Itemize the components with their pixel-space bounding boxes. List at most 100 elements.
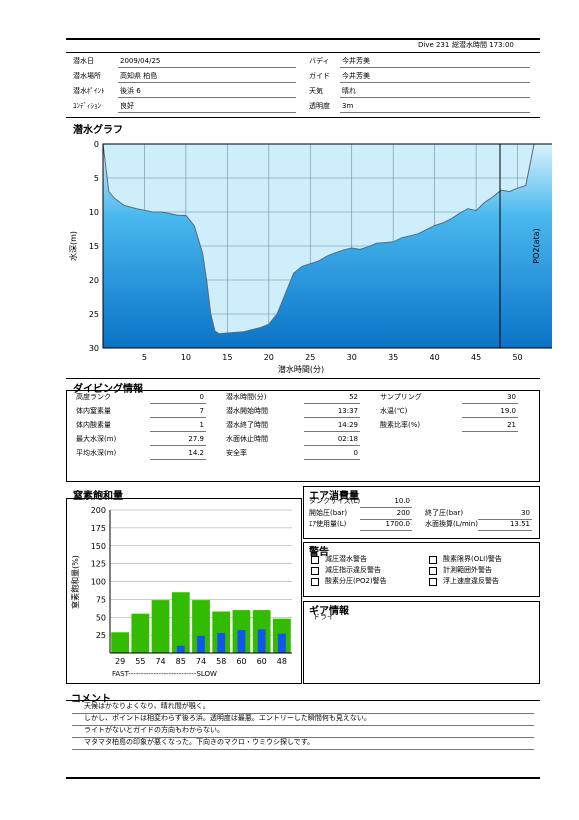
condition-label: ｺﾝﾃﾞｨｼｮﾝ <box>73 102 101 110</box>
diving-value: 30 <box>507 393 516 401</box>
x-tick-label: 10 <box>181 353 191 362</box>
depth-area-series <box>102 143 552 349</box>
warning-label: 減圧潜水警告 <box>325 555 367 563</box>
comment-title: コメント <box>71 694 111 705</box>
diving-info-title: ダイビング情報 <box>73 384 143 395</box>
surface-rate-label: 水面換算(L/min) <box>425 520 478 528</box>
diving-value: 0 <box>199 393 204 401</box>
diving-value: 14:29 <box>337 421 358 429</box>
warnings-title: 警告 <box>309 547 329 558</box>
date-label: 潜水日 <box>73 57 94 65</box>
nitrogen-title: 窒素飽和量 <box>73 491 123 502</box>
warning-checkbox[interactable] <box>311 556 319 564</box>
x-tick-label: 35 <box>388 353 398 362</box>
tank-label: タンクサイズ(L) <box>309 497 361 505</box>
x-tick-label: 40 <box>430 353 440 362</box>
y-axis-label: 水深(m) <box>68 231 78 261</box>
dive-graph-title: 潜水グラフ <box>73 125 123 136</box>
n2-y-tick-label: 175 <box>91 524 106 533</box>
comment-line: ライトがないとガイドの方向もわからない。 <box>84 726 224 734</box>
n2-bar-inner <box>176 645 185 653</box>
diving-value: 1 <box>199 421 204 429</box>
weather-label: 天気 <box>309 87 323 95</box>
date-value: 2009/04/25 <box>120 57 161 65</box>
n2-category-label: 60 <box>236 657 246 666</box>
warning-label: 酸素分圧(PO2)警告 <box>325 577 387 585</box>
warning-checkbox[interactable] <box>429 578 437 586</box>
n2-y-tick-label: 200 <box>91 506 106 515</box>
gear-title: ギア情報 <box>309 606 349 617</box>
diving-value: 14.2 <box>188 449 204 457</box>
dive-number: Dive 231 <box>418 41 450 49</box>
n2-bar-inner <box>197 635 205 653</box>
n2-bar-inner <box>257 629 266 653</box>
diving-value: 0 <box>353 449 358 457</box>
n2-category-label: 74 <box>196 657 206 666</box>
diving-value: 21 <box>507 421 516 429</box>
warning-checkbox[interactable] <box>429 556 437 564</box>
point-value: 後浜 6 <box>120 87 141 95</box>
x-axis-label: 潜水時間(分) <box>278 364 324 374</box>
nitrogen-box <box>66 498 302 684</box>
diving-label: 水面休止時間 <box>226 435 268 443</box>
diving-label: 潜水時間(分) <box>226 393 267 401</box>
n2-y-tick-label: 25 <box>96 631 106 640</box>
y-tick-label: 5 <box>94 174 99 183</box>
n2-bar <box>212 611 231 653</box>
diving-label: 安全率 <box>226 449 247 457</box>
n2-category-label: 48 <box>277 657 287 666</box>
surface-rate-value: 13.51 <box>509 520 530 528</box>
diving-label: 水温(℃) <box>380 407 408 415</box>
diving-value: 52 <box>349 393 358 401</box>
end-pressure-label: 終了圧(bar) <box>425 509 464 517</box>
n2-y-tick-label: 75 <box>96 595 106 604</box>
n2-bar <box>151 600 170 653</box>
y-tick-label: 30 <box>89 344 99 353</box>
n2-category-label: 29 <box>115 657 125 666</box>
n2-bar <box>131 613 150 653</box>
warnings-box <box>303 542 540 597</box>
warning-checkbox[interactable] <box>429 567 437 575</box>
diving-value: 27.9 <box>188 435 204 443</box>
n2-category-label: 58 <box>216 657 226 666</box>
n2-y-tick-label: 100 <box>91 578 106 587</box>
warning-label: 浮上速度違反警告 <box>443 577 499 585</box>
comment-line: しかし、ポイントは相変わらず後ろ浜。透明度は最悪。エントリーした瞬間何も見えない… <box>84 714 371 722</box>
nitrogen-y-label: 窒素飽和量(%) <box>70 555 80 609</box>
diving-value: 02:18 <box>337 435 358 443</box>
n2-y-tick-label: 125 <box>91 560 106 569</box>
comment-line: マタマタ柏島の印象が悪くなった。下向きのマクロ・ウミウシ探しです。 <box>84 738 315 746</box>
air-used-value: 1700.0 <box>385 520 411 528</box>
n2-bar <box>171 592 190 653</box>
diving-value: 19.0 <box>500 407 516 415</box>
start-pressure-label: 開始圧(bar) <box>309 509 348 517</box>
n2-bar <box>111 632 130 653</box>
n2-bar-inner <box>237 630 246 653</box>
diving-label: 最大水深(m) <box>76 435 117 443</box>
warning-label: 計測範囲外警告 <box>443 566 492 574</box>
x-tick-label: 5 <box>142 353 147 362</box>
n2-category-label: 55 <box>135 657 145 666</box>
diving-label: 潜水終了時間 <box>226 421 268 429</box>
diving-value: 13:37 <box>337 407 358 415</box>
tank-value: 10.0 <box>394 497 410 505</box>
y-tick-label: 0 <box>94 140 99 149</box>
fast-slow-label: FAST---------------------------SLOW <box>112 670 217 678</box>
guide-value: 今井芳美 <box>342 72 370 80</box>
buddy-label: バディ <box>309 57 330 65</box>
gear-value: ドライ <box>313 613 334 621</box>
n2-y-tick-label: 150 <box>91 542 106 551</box>
start-pressure-value: 200 <box>396 509 410 517</box>
diving-label: 体内酸素量 <box>76 421 111 429</box>
warning-label: 酸素限界(OLI)警告 <box>443 555 502 563</box>
warning-checkbox[interactable] <box>311 578 319 586</box>
n2-category-label: 85 <box>176 657 186 666</box>
n2-y-tick-label: 50 <box>96 613 106 622</box>
weather-value: 晴れ <box>342 87 356 95</box>
diving-label: 潜水開始時間 <box>226 407 268 415</box>
diving-label: 高度ランク <box>76 393 111 401</box>
diving-label: 酸素比率(%) <box>380 421 421 429</box>
warning-checkbox[interactable] <box>311 567 319 575</box>
warning-label: 減圧指示違反警告 <box>325 566 381 574</box>
